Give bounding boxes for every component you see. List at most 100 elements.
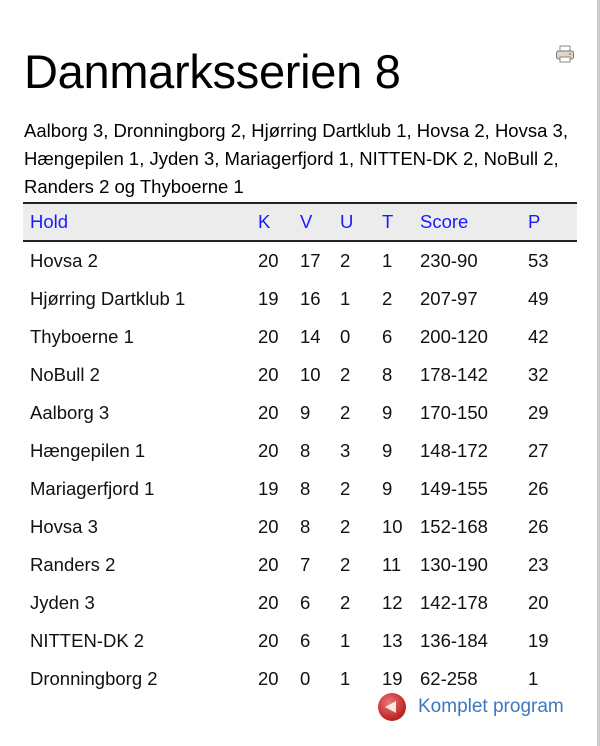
cell-u: 2 [340, 250, 351, 271]
cell-u: 0 [340, 326, 351, 347]
cell-v: 8 [300, 516, 311, 537]
cell-score: 178-142 [420, 364, 488, 385]
cell-score: 62-258 [420, 668, 478, 689]
table-row: Dronningborg 2 20 0 1 19 62-258 1 [23, 660, 577, 698]
cell-u: 2 [340, 516, 351, 537]
cell-p: 42 [528, 326, 549, 347]
table-header-row: Hold K V U T Score P [23, 203, 577, 241]
cell-score: 200-120 [420, 326, 488, 347]
cell-v: 6 [300, 630, 311, 651]
printer-icon[interactable] [555, 44, 575, 64]
cell-v: 7 [300, 554, 311, 575]
cell-u: 2 [340, 402, 351, 423]
cell-p: 23 [528, 554, 549, 575]
cell-v: 6 [300, 592, 311, 613]
cell-k: 20 [258, 554, 279, 575]
cell-score: 142-178 [420, 592, 488, 613]
table-row: Randers 2 20 7 2 11 130-190 23 [23, 546, 577, 584]
table-row: NITTEN-DK 2 20 6 1 13 136-184 19 [23, 622, 577, 660]
table-row: Jyden 3 20 6 2 12 142-178 20 [23, 584, 577, 622]
table-row: Hovsa 2 20 17 2 1 230-90 53 [23, 241, 577, 280]
table-row: Hjørring Dartklub 1 19 16 1 2 207-97 49 [23, 280, 577, 318]
complete-program-link-row[interactable]: Komplet program [378, 693, 564, 721]
page-title: Danmarksserien 8 [24, 45, 401, 98]
cell-v: 0 [300, 668, 311, 689]
complete-program-link[interactable]: Komplet program [418, 696, 564, 717]
cell-k: 20 [258, 250, 279, 271]
column-header-v[interactable]: V [300, 211, 313, 232]
cell-team: Thyboerne 1 [30, 326, 134, 347]
cell-u: 2 [340, 364, 351, 385]
cell-p: 53 [528, 250, 549, 271]
cell-v: 17 [300, 250, 321, 271]
cell-k: 19 [258, 478, 279, 499]
cell-k: 20 [258, 440, 279, 461]
column-header-k[interactable]: K [258, 211, 271, 232]
cell-p: 26 [528, 516, 549, 537]
cell-score: 130-190 [420, 554, 488, 575]
cell-team: Hovsa 3 [30, 516, 98, 537]
cell-score: 152-168 [420, 516, 488, 537]
column-header-score[interactable]: Score [420, 211, 469, 232]
table-row: Mariagerfjord 1 19 8 2 9 149-155 26 [23, 470, 577, 508]
cell-u: 1 [340, 630, 351, 651]
cell-score: 136-184 [420, 630, 488, 651]
cell-k: 20 [258, 402, 279, 423]
cell-score: 170-150 [420, 402, 488, 423]
cell-u: 2 [340, 554, 351, 575]
standings-table: Hold K V U T Score P Hovsa 2 20 17 2 1 230-90 53 Hjør… [23, 202, 577, 698]
cell-t: 19 [382, 668, 403, 689]
cell-t: 9 [382, 402, 393, 423]
cell-u: 2 [340, 478, 351, 499]
table-row: Thyboerne 1 20 14 0 6 200-120 42 [23, 318, 577, 356]
back-arrow-icon[interactable] [378, 693, 406, 721]
cell-t: 9 [382, 440, 393, 461]
cell-t: 2 [382, 288, 393, 309]
cell-t: 10 [382, 516, 403, 537]
cell-p: 32 [528, 364, 549, 385]
cell-p: 20 [528, 592, 549, 613]
cell-team: Hjørring Dartklub 1 [30, 288, 186, 309]
table-row: Hængepilen 1 20 8 3 9 148-172 27 [23, 432, 577, 470]
cell-t: 12 [382, 592, 403, 613]
column-header-p[interactable]: P [528, 211, 541, 232]
cell-team: Randers 2 [30, 554, 116, 575]
cell-v: 16 [300, 288, 321, 309]
cell-k: 20 [258, 516, 279, 537]
cell-k: 20 [258, 668, 279, 689]
column-header-t[interactable]: T [382, 211, 394, 232]
teams-list: Aalborg 3, Dronningborg 2, Hjørring Dart… [24, 120, 568, 197]
cell-p: 1 [528, 668, 539, 689]
cell-v: 8 [300, 478, 311, 499]
cell-team: Dronningborg 2 [30, 668, 158, 689]
cell-k: 20 [258, 364, 279, 385]
cell-k: 20 [258, 592, 279, 613]
table-row: Hovsa 3 20 8 2 10 152-168 26 [23, 508, 577, 546]
cell-p: 26 [528, 478, 549, 499]
cell-t: 6 [382, 326, 393, 347]
cell-p: 49 [528, 288, 549, 309]
cell-team: Mariagerfjord 1 [30, 478, 155, 499]
column-header-u[interactable]: U [340, 211, 354, 232]
cell-p: 19 [528, 630, 549, 651]
cell-team: Jyden 3 [30, 592, 95, 613]
cell-p: 27 [528, 440, 549, 461]
cell-team: Aalborg 3 [30, 402, 110, 423]
cell-score: 149-155 [420, 478, 488, 499]
cell-team: NoBull 2 [30, 364, 100, 385]
cell-u: 1 [340, 668, 351, 689]
cell-t: 9 [382, 478, 393, 499]
cell-v: 10 [300, 364, 321, 385]
cell-t: 1 [382, 250, 393, 271]
cell-u: 3 [340, 440, 351, 461]
cell-score: 148-172 [420, 440, 488, 461]
column-header-team[interactable]: Hold [30, 211, 69, 232]
cell-p: 29 [528, 402, 549, 423]
cell-v: 14 [300, 326, 321, 347]
cell-k: 19 [258, 288, 279, 309]
cell-k: 20 [258, 326, 279, 347]
table-row: Aalborg 3 20 9 2 9 170-150 29 [23, 394, 577, 432]
cell-k: 20 [258, 630, 279, 651]
cell-t: 11 [382, 554, 402, 575]
table-row: NoBull 2 20 10 2 8 178-142 32 [23, 356, 577, 394]
